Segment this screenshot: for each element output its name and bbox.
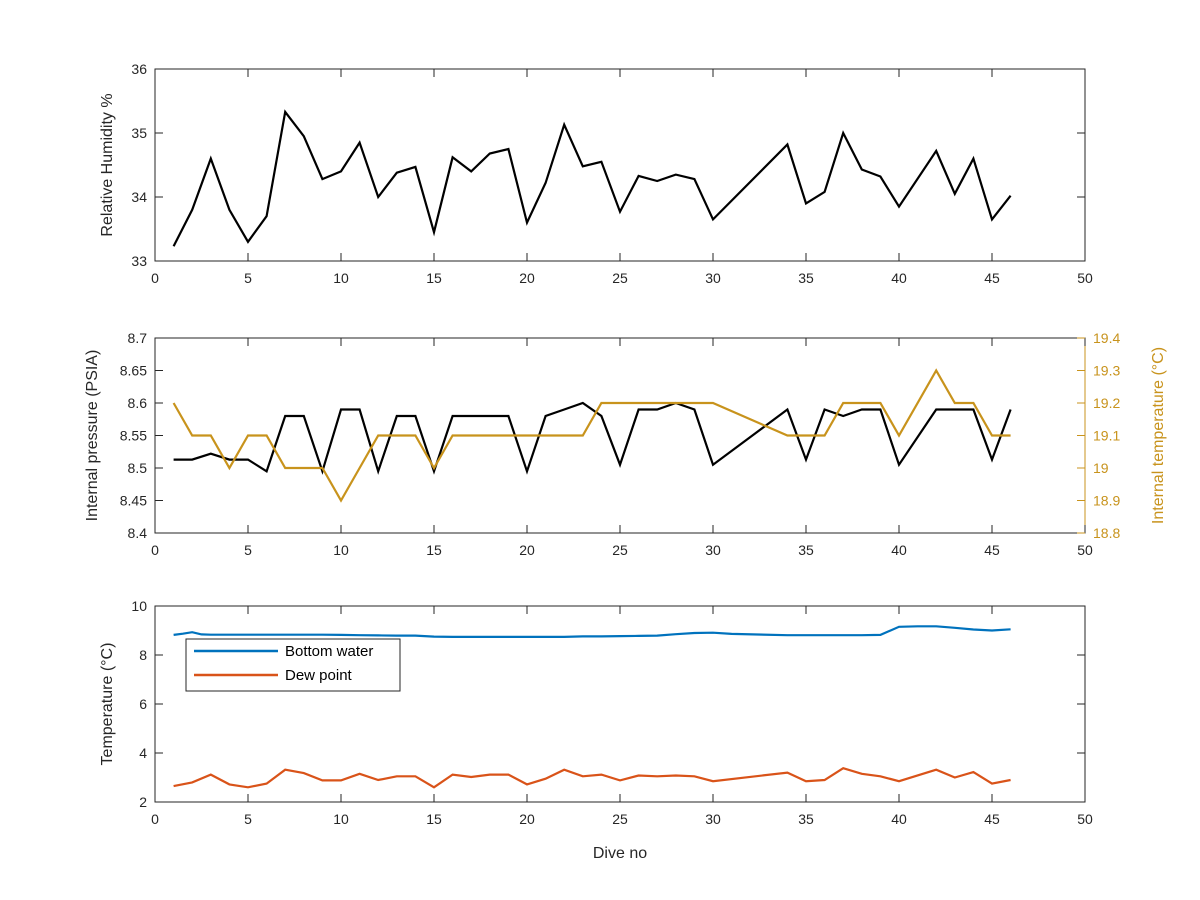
- x-tick-label: 15: [426, 270, 442, 286]
- y-tick-label: 8.6: [128, 395, 148, 411]
- x-tick-label: 35: [798, 542, 814, 558]
- y-tick-label: 6: [139, 696, 147, 712]
- y-axis-label: Internal pressure (PSIA): [84, 350, 101, 522]
- x-tick-label: 0: [151, 270, 159, 286]
- temperature-panel: 0 5 10 15 20 25 30 35 40 45 50 2 4 6 8 10 Temperature (°…: [99, 598, 1093, 862]
- x-tick-label: 50: [1077, 542, 1093, 558]
- y2-tick-label: 18.8: [1093, 525, 1120, 541]
- x-tick-label: 15: [426, 542, 442, 558]
- x-tick-label: 5: [244, 542, 252, 558]
- y2-tick-label: 19.3: [1093, 363, 1120, 379]
- x-tick-label: 10: [333, 270, 349, 286]
- y-tick-label: 8.7: [128, 330, 148, 346]
- legend-label: Dew point: [285, 667, 353, 684]
- dew-point-line: [173, 767, 1011, 789]
- x-tick-label: 50: [1077, 270, 1093, 286]
- internal-temperature-line: [172, 368, 1011, 503]
- y2-tick-label: 19: [1093, 460, 1109, 476]
- y2-tick-label: 19.1: [1093, 428, 1120, 444]
- y2-axis-label: Internal temperature (°C): [1150, 347, 1167, 524]
- y-axis-label: Relative Humidity %: [99, 93, 116, 236]
- x-axis-label: Dive no: [593, 845, 647, 862]
- axes-frame: [154, 337, 1086, 534]
- x-tick-label: 15: [426, 811, 442, 827]
- x-tick-label: 40: [891, 542, 907, 558]
- x-tick-label: 50: [1077, 811, 1093, 827]
- y-tick-label: 33: [131, 253, 147, 269]
- x-tick-label: 45: [984, 270, 1000, 286]
- x-tick-label: 30: [705, 270, 721, 286]
- y-tick-label: 36: [131, 61, 147, 77]
- legend-label: Bottom water: [285, 643, 373, 660]
- y-tick-label: 8.65: [120, 363, 147, 379]
- x-tick-label: 35: [798, 270, 814, 286]
- x-tick-label: 20: [519, 542, 535, 558]
- x-tick-label: 5: [244, 270, 252, 286]
- x-tick-label: 25: [612, 811, 628, 827]
- y-tick-label: 4: [139, 745, 147, 761]
- x-tick-label: 0: [151, 811, 159, 827]
- y-tick-label: 8.55: [120, 428, 147, 444]
- y-tick-label: 34: [131, 189, 147, 205]
- x-tick-label: 25: [612, 270, 628, 286]
- y-tick-label: 8.45: [120, 493, 147, 509]
- pressure-temperature-panel: 0 5 10 15 20 25 30 35 40 45 50 8.4 8.45 8.5 8.55 8.6 8.6…: [84, 330, 1167, 558]
- axes-frame: [154, 68, 1086, 262]
- humidity-line: [172, 109, 1012, 247]
- x-tick-label: 45: [984, 811, 1000, 827]
- y2-tick-label: 19.2: [1093, 395, 1120, 411]
- humidity-panel: 0 5 10 15 20 25 30 35 40 45 50 33 34 35 36 Relative Hum…: [99, 61, 1093, 286]
- legend-box: [185, 638, 401, 692]
- x-tick-label: 40: [891, 811, 907, 827]
- y2-tick-label: 18.9: [1093, 493, 1120, 509]
- y-tick-label: 35: [131, 125, 147, 141]
- x-tick-label: 5: [244, 811, 252, 827]
- x-tick-label: 0: [151, 542, 159, 558]
- y-tick-label: 8.4: [128, 525, 148, 541]
- x-tick-label: 20: [519, 270, 535, 286]
- x-tick-label: 35: [798, 811, 814, 827]
- internal-pressure-line: [173, 401, 1012, 475]
- y-tick-label: 8.5: [128, 460, 148, 476]
- y-axis-label: Temperature (°C): [99, 643, 116, 766]
- x-tick-label: 30: [705, 811, 721, 827]
- y-tick-label: 2: [139, 794, 147, 810]
- y-tick-label: 10: [131, 598, 147, 614]
- legend: Bottom water Dew point: [185, 638, 401, 692]
- x-tick-label: 25: [612, 542, 628, 558]
- x-tick-label: 45: [984, 542, 1000, 558]
- y-tick-label: 8: [139, 647, 147, 663]
- x-tick-label: 40: [891, 270, 907, 286]
- x-tick-label: 30: [705, 542, 721, 558]
- x-tick-label: 10: [333, 542, 349, 558]
- y2-tick-label: 19.4: [1093, 330, 1120, 346]
- x-tick-label: 10: [333, 811, 349, 827]
- x-tick-label: 20: [519, 811, 535, 827]
- bottom-water-line: [173, 625, 1011, 639]
